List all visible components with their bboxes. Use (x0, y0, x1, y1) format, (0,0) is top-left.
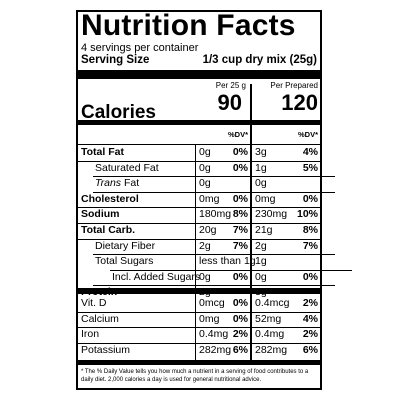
amount-prepared: 0g (255, 270, 267, 283)
dv-header-col1: %DV* (227, 130, 248, 139)
amount-per-25g: 20g (199, 224, 217, 236)
row-divider (93, 285, 335, 287)
nutrient-label: Total Sugars (95, 255, 154, 268)
divider-medium (78, 288, 320, 294)
amount-per-25g: 0g (199, 270, 211, 283)
amount-per-25g: 0mg (199, 312, 220, 325)
divider-thick (78, 70, 320, 79)
amount-per-25g: 0.4mg (199, 328, 229, 341)
vitamin-label: Potassium (81, 343, 131, 356)
col1-header: Per 25 g (215, 81, 246, 90)
nutrient-label: Total Carb. (81, 224, 136, 236)
row-divider (78, 207, 320, 209)
dv-per-25g: 0% (232, 297, 248, 309)
row-divider (78, 238, 320, 240)
calories-label: Calories (81, 102, 156, 123)
nutrient-label: Total Fat (81, 146, 124, 158)
dv-per-25g: 0% (232, 312, 248, 325)
nutrient-label: Saturated Fat (95, 161, 159, 174)
calories-per-25g: 90 (217, 90, 242, 115)
serving-size-label: Serving Size (81, 54, 150, 66)
dv-per-25g: 6% (232, 343, 248, 356)
divider-medium (78, 120, 320, 125)
nutrient-label: Incl. Added Sugars (112, 270, 201, 283)
serving-size: Serving Size 1/3 cup dry mix (25g) (81, 54, 317, 66)
amount-prepared: 52mg (255, 312, 282, 325)
dv-per-25g: 0% (232, 192, 248, 205)
dv-prepared: 0% (302, 192, 318, 205)
divider-medium (78, 360, 320, 365)
amount-per-25g: 282mg (199, 343, 232, 356)
dv-per-25g: 0% (232, 146, 248, 158)
dv-per-25g: 2% (232, 328, 248, 341)
dv-per-25g: 0% (232, 270, 248, 283)
amount-per-25g: 0mg (199, 192, 220, 205)
serving-size-value: 1/3 cup dry mix (25g) (202, 54, 317, 66)
nutrient-label: Sodium (81, 208, 120, 221)
amount-per-25g: 0g (199, 146, 211, 158)
dv-prepared: 8% (302, 224, 318, 236)
dv-per-25g: 7% (232, 239, 248, 252)
column-separator (195, 294, 196, 360)
vitamin-label: Vit. D (81, 297, 107, 309)
dv-per-25g: 0% (232, 161, 248, 174)
amount-prepared: 282mg (255, 343, 288, 356)
column-separator (195, 144, 196, 288)
row-divider (78, 223, 320, 224)
nutrient-label: Cholesterol (81, 192, 139, 205)
divider-thin (78, 144, 320, 145)
amount-prepared: 0.4mg (255, 328, 285, 341)
column-separator (250, 84, 252, 288)
dv-prepared: 10% (296, 208, 318, 221)
dv-header-col2: %DV* (297, 130, 318, 139)
amount-per-25g: less than 1g (199, 255, 256, 268)
amount-prepared: 0g (255, 177, 267, 190)
col2-header: Per Prepared (270, 81, 318, 90)
nutrient-label: Dietary Fiber (95, 239, 156, 252)
label-title: Nutrition Facts (81, 9, 296, 42)
dv-per-25g: 8% (232, 208, 248, 221)
amount-per-25g: 0mcg (199, 297, 225, 309)
dv-prepared: 2% (302, 328, 318, 341)
amount-per-25g: 2g (199, 239, 211, 252)
amount-prepared: 1g (255, 255, 267, 268)
dv-prepared: 4% (302, 146, 318, 158)
nutrition-facts-label: Nutrition Facts 4 servings per container… (76, 9, 352, 390)
row-divider (78, 342, 320, 344)
dv-per-25g: 7% (232, 224, 248, 236)
amount-prepared: 3g (255, 146, 267, 158)
dv-prepared: 7% (302, 239, 318, 252)
calories-prepared: 120 (281, 90, 318, 115)
dv-prepared: 4% (302, 312, 318, 325)
dv-prepared: 0% (302, 270, 318, 283)
amount-prepared: 1g (255, 161, 267, 174)
dv-prepared: 5% (302, 161, 318, 174)
row-divider (93, 191, 335, 193)
footnote: * The % Daily Value tells you how much a… (81, 369, 309, 383)
vitamin-label: Iron (81, 328, 100, 341)
amount-prepared: 230mg (255, 208, 288, 221)
row-divider (78, 311, 320, 313)
amount-per-25g: 180mg (199, 208, 232, 221)
column-separator (250, 294, 252, 360)
amount-per-25g: 0g (199, 161, 211, 174)
amount-prepared: 0mg (255, 192, 276, 205)
row-divider (93, 176, 335, 178)
amount-per-25g: 0g (199, 177, 211, 190)
vitamin-label: Calcium (81, 312, 119, 325)
row-divider (110, 269, 352, 271)
dv-prepared: 6% (302, 343, 318, 356)
dv-prepared: 2% (302, 297, 318, 309)
amount-prepared: 21g (255, 224, 273, 236)
row-divider (78, 327, 320, 329)
row-divider (78, 160, 320, 162)
amount-prepared: 2g (255, 239, 267, 252)
servings-per-container: 4 servings per container (81, 42, 199, 54)
nutrient-label: Trans Fat (95, 177, 140, 190)
amount-prepared: 0.4mcg (255, 297, 290, 309)
row-divider (93, 254, 335, 256)
